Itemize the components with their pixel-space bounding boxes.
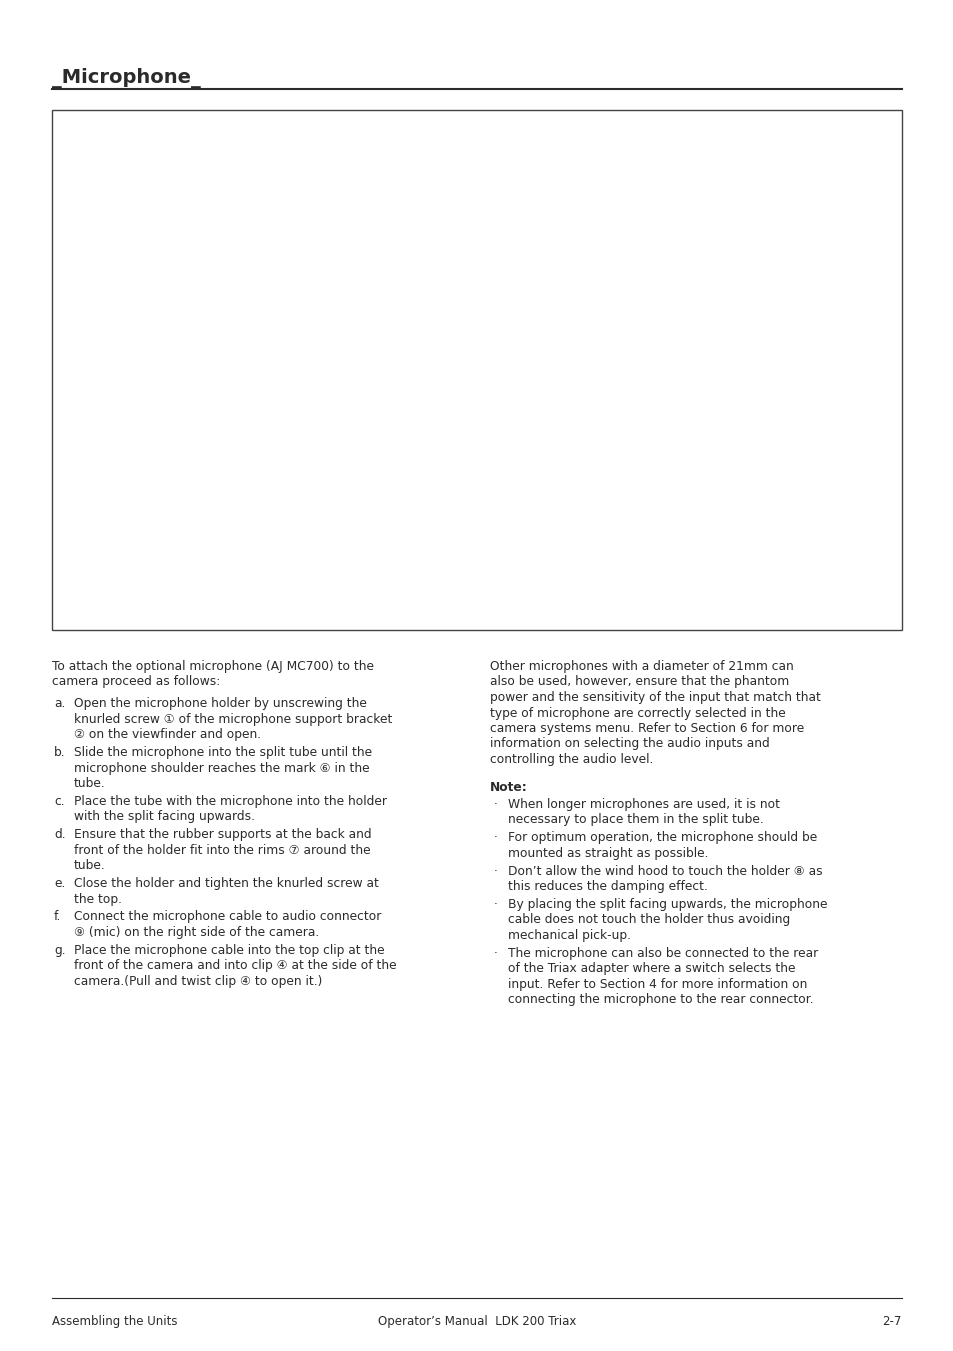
Text: power and the sensitivity of the input that match that: power and the sensitivity of the input t… <box>490 690 820 704</box>
Bar <box>52 109 901 630</box>
Text: Place the microphone cable into the top clip at the: Place the microphone cable into the top … <box>74 943 384 957</box>
Text: mechanical pick-up.: mechanical pick-up. <box>507 929 630 942</box>
Text: Place the tube with the microphone into the holder: Place the tube with the microphone into … <box>74 794 387 808</box>
Text: mounted as straight as possible.: mounted as straight as possible. <box>507 847 708 859</box>
Text: tube.: tube. <box>74 859 106 873</box>
Text: a.: a. <box>54 697 66 711</box>
Text: necessary to place them in the split tube.: necessary to place them in the split tub… <box>507 813 763 827</box>
Text: controlling the audio level.: controlling the audio level. <box>490 753 653 766</box>
Text: Close the holder and tighten the knurled screw at: Close the holder and tighten the knurled… <box>74 877 378 890</box>
Text: ·: · <box>494 898 497 911</box>
Text: knurled screw ① of the microphone support bracket: knurled screw ① of the microphone suppor… <box>74 713 392 725</box>
Text: Other microphones with a diameter of 21mm can: Other microphones with a diameter of 21m… <box>490 661 793 673</box>
Text: front of the camera and into clip ④ at the side of the: front of the camera and into clip ④ at t… <box>74 959 396 973</box>
Text: ·: · <box>494 798 497 811</box>
Text: type of microphone are correctly selected in the: type of microphone are correctly selecte… <box>490 707 785 720</box>
Text: with the split facing upwards.: with the split facing upwards. <box>74 811 254 823</box>
Text: Don’t allow the wind hood to touch the holder ⑧ as: Don’t allow the wind hood to touch the h… <box>507 865 821 878</box>
Text: To attach the optional microphone (AJ MC700) to the: To attach the optional microphone (AJ MC… <box>52 661 374 673</box>
Text: Slide the microphone into the split tube until the: Slide the microphone into the split tube… <box>74 746 372 759</box>
Text: For optimum operation, the microphone should be: For optimum operation, the microphone sh… <box>507 831 817 844</box>
Text: information on selecting the audio inputs and: information on selecting the audio input… <box>490 738 769 751</box>
Text: e.: e. <box>54 877 66 890</box>
Text: When longer microphones are used, it is not: When longer microphones are used, it is … <box>507 798 780 811</box>
Text: the top.: the top. <box>74 893 122 905</box>
Text: camera systems menu. Refer to Section 6 for more: camera systems menu. Refer to Section 6 … <box>490 721 803 735</box>
Text: b.: b. <box>54 746 66 759</box>
Text: ·: · <box>494 865 497 878</box>
Text: Note:: Note: <box>490 781 527 794</box>
Text: Open the microphone holder by unscrewing the: Open the microphone holder by unscrewing… <box>74 697 367 711</box>
Text: microphone shoulder reaches the mark ⑥ in the: microphone shoulder reaches the mark ⑥ i… <box>74 762 369 774</box>
Text: front of the holder fit into the rims ⑦ around the: front of the holder fit into the rims ⑦ … <box>74 843 370 857</box>
Text: g.: g. <box>54 943 66 957</box>
Text: of the Triax adapter where a switch selects the: of the Triax adapter where a switch sele… <box>507 962 795 975</box>
Text: ⑨ (mic) on the right side of the camera.: ⑨ (mic) on the right side of the camera. <box>74 925 319 939</box>
Text: input. Refer to Section 4 for more information on: input. Refer to Section 4 for more infor… <box>507 978 806 990</box>
Text: camera proceed as follows:: camera proceed as follows: <box>52 676 220 689</box>
Text: c.: c. <box>54 794 65 808</box>
Text: Ensure that the rubber supports at the back and: Ensure that the rubber supports at the b… <box>74 828 372 842</box>
Text: f.: f. <box>54 911 61 923</box>
Text: camera.(Pull and twist clip ④ to open it.): camera.(Pull and twist clip ④ to open it… <box>74 974 322 988</box>
Text: also be used, however, ensure that the phantom: also be used, however, ensure that the p… <box>490 676 788 689</box>
Text: ·: · <box>494 831 497 844</box>
Text: Operator’s Manual  LDK 200 Triax: Operator’s Manual LDK 200 Triax <box>377 1315 576 1328</box>
Text: 2-7: 2-7 <box>882 1315 901 1328</box>
Text: d.: d. <box>54 828 66 842</box>
Text: connecting the microphone to the rear connector.: connecting the microphone to the rear co… <box>507 993 813 1006</box>
Text: this reduces the damping effect.: this reduces the damping effect. <box>507 880 707 893</box>
Text: ② on the viewfinder and open.: ② on the viewfinder and open. <box>74 728 261 742</box>
Text: tube.: tube. <box>74 777 106 790</box>
Text: cable does not touch the holder thus avoiding: cable does not touch the holder thus avo… <box>507 913 789 927</box>
Text: Assembling the Units: Assembling the Units <box>52 1315 177 1328</box>
Text: The microphone can also be connected to the rear: The microphone can also be connected to … <box>507 947 818 959</box>
Text: _Microphone_: _Microphone_ <box>52 68 200 88</box>
Text: ·: · <box>494 947 497 959</box>
Text: By placing the split facing upwards, the microphone: By placing the split facing upwards, the… <box>507 898 826 911</box>
Text: Connect the microphone cable to audio connector: Connect the microphone cable to audio co… <box>74 911 381 923</box>
